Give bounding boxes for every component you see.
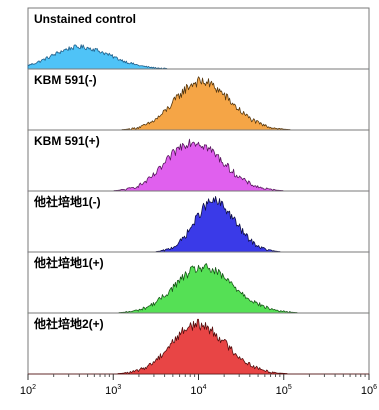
panel-label: Unstained control: [34, 12, 136, 26]
panel-label: KBM 591(+): [34, 134, 100, 148]
panel-label: 他社培地1(+): [33, 255, 104, 270]
x-tick-label: 102: [20, 384, 36, 397]
panel-label: KBM 591(-): [34, 73, 97, 87]
panel-label: 他社培地1(-): [33, 194, 101, 209]
x-tick-label: 106: [361, 384, 377, 397]
x-axis: 102 103 104 105 106: [20, 374, 377, 397]
histogram-area: [27, 318, 370, 375]
histogram-panels: Unstained control KBM 591(-) KBM 591(+) 他社培…: [27, 12, 370, 375]
panel-6: 他社培地2(+): [27, 312, 370, 375]
panel-label: 他社培地2(+): [33, 316, 104, 331]
x-tick-label: 103: [105, 384, 121, 397]
x-tick-label: 104: [190, 384, 206, 397]
x-tick-label: 105: [276, 384, 292, 397]
